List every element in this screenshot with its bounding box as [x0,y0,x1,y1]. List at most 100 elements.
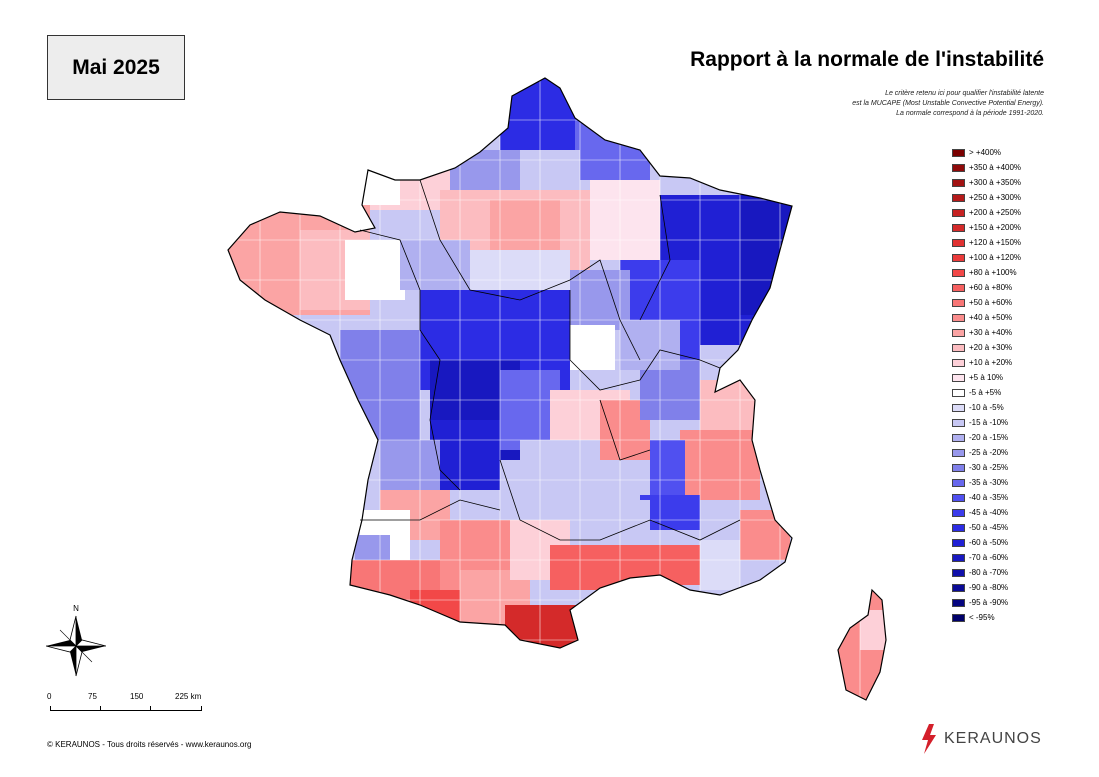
legend-label: -70 à -60% [969,553,1009,562]
legend-label: -60 à -50% [969,538,1009,547]
legend-swatch [952,418,965,427]
keraunos-logo: KERAUNOS [920,724,1042,754]
legend-item: -20 à -15% [952,430,1021,445]
legend-swatch [952,523,965,532]
legend-swatch [952,568,965,577]
scale-label: 150 [130,692,144,701]
copyright-notice: © KERAUNOS - Tous droits réservés - www.… [47,740,252,749]
legend-item: < -95% [952,610,1021,625]
legend-swatch [952,328,965,337]
legend-swatch [952,583,965,592]
legend-swatch [952,358,965,367]
legend-label: < -95% [969,613,995,622]
legend-item: +5 à 10% [952,370,1021,385]
legend-swatch [952,463,965,472]
legend-label: +350 à +400% [969,163,1022,172]
scale-bar: 0 75 150 225 km [44,692,224,716]
map-title: Rapport à la normale de l'instabilité [690,48,1044,71]
legend-label: +10 à +20% [969,358,1013,367]
legend-label: +5 à 10% [969,373,1004,382]
legend-label: -5 à +5% [969,388,1002,397]
legend-swatch [952,283,965,292]
scale-line [50,710,201,711]
legend-label: -50 à -45% [969,523,1009,532]
legend-item: +40 à +50% [952,310,1021,325]
legend-swatch [952,508,965,517]
legend-label: -30 à -25% [969,463,1009,472]
department-fills [228,78,886,700]
legend-label: -45 à -40% [969,508,1009,517]
legend-label: -35 à -30% [969,478,1009,487]
legend-swatch [952,268,965,277]
legend-label: +20 à +30% [969,343,1013,352]
legend-swatch [952,193,965,202]
legend-swatch [952,238,965,247]
legend-item: +120 à +150% [952,235,1021,250]
legend-item: -60 à -50% [952,535,1021,550]
legend-item: -90 à -80% [952,580,1021,595]
legend-item: +30 à +40% [952,325,1021,340]
scale-tick [50,706,51,711]
legend-label: +250 à +300% [969,193,1022,202]
legend-swatch [952,598,965,607]
compass-rose-icon: N [46,604,106,677]
legend-item: +300 à +350% [952,175,1021,190]
legend-swatch [952,403,965,412]
scale-label: 0 [47,692,52,701]
legend-label: +80 à +100% [969,268,1017,277]
note-line: Le critère retenu ici pour qualifier l'i… [885,90,1044,97]
scale-tick [150,706,151,711]
scale-tick [100,706,101,711]
legend-label: -15 à -10% [969,418,1009,427]
legend-swatch [952,298,965,307]
legend-item: +50 à +60% [952,295,1021,310]
legend-item: -30 à -25% [952,460,1021,475]
legend-label: -80 à -70% [969,568,1009,577]
legend: > +400% +350 à +400% +300 à +350% +250 à +3… [952,145,1021,625]
legend-swatch [952,433,965,442]
logo-text: KERAUNOS [944,730,1042,747]
scale-tick [201,706,202,711]
legend-label: +40 à +50% [969,313,1013,322]
legend-item: -80 à -70% [952,565,1021,580]
legend-item: +60 à +80% [952,280,1021,295]
legend-label: +200 à +250% [969,208,1022,217]
legend-label: +120 à +150% [969,238,1022,247]
legend-item: -95 à -90% [952,595,1021,610]
legend-label: +150 à +200% [969,223,1022,232]
legend-item: -10 à -5% [952,400,1021,415]
legend-item: +250 à +300% [952,190,1021,205]
legend-swatch [952,493,965,502]
note-line: La normale correspond à la période 1991-… [896,110,1044,117]
date-label: Mai 2025 [72,55,160,79]
legend-swatch [952,163,965,172]
legend-swatch [952,373,965,382]
legend-label: +50 à +60% [969,298,1013,307]
legend-label: -90 à -80% [969,583,1009,592]
legend-item: +350 à +400% [952,160,1021,175]
legend-item: +150 à +200% [952,220,1021,235]
legend-swatch [952,208,965,217]
legend-swatch [952,343,965,352]
legend-item: -25 à -20% [952,445,1021,460]
legend-label: -40 à -35% [969,493,1009,502]
legend-label: -95 à -90% [969,598,1009,607]
region-boundaries [359,179,741,541]
legend-label: > +400% [969,148,1002,157]
legend-swatch [952,478,965,487]
legend-item: -50 à -45% [952,520,1021,535]
methodology-note: Le critère retenu ici pour qualifier l'i… [724,89,1044,119]
legend-item: +200 à +250% [952,205,1021,220]
legend-swatch [952,223,965,232]
legend-item: +80 à +100% [952,265,1021,280]
legend-swatch [952,253,965,262]
scale-label: 75 [88,692,97,701]
legend-swatch [952,538,965,547]
legend-swatch [952,313,965,322]
scale-label: 225 km [175,692,202,701]
legend-item: -45 à -40% [952,505,1021,520]
compass-north-label: N [73,604,79,613]
legend-item: -35 à -30% [952,475,1021,490]
legend-item: +20 à +30% [952,340,1021,355]
